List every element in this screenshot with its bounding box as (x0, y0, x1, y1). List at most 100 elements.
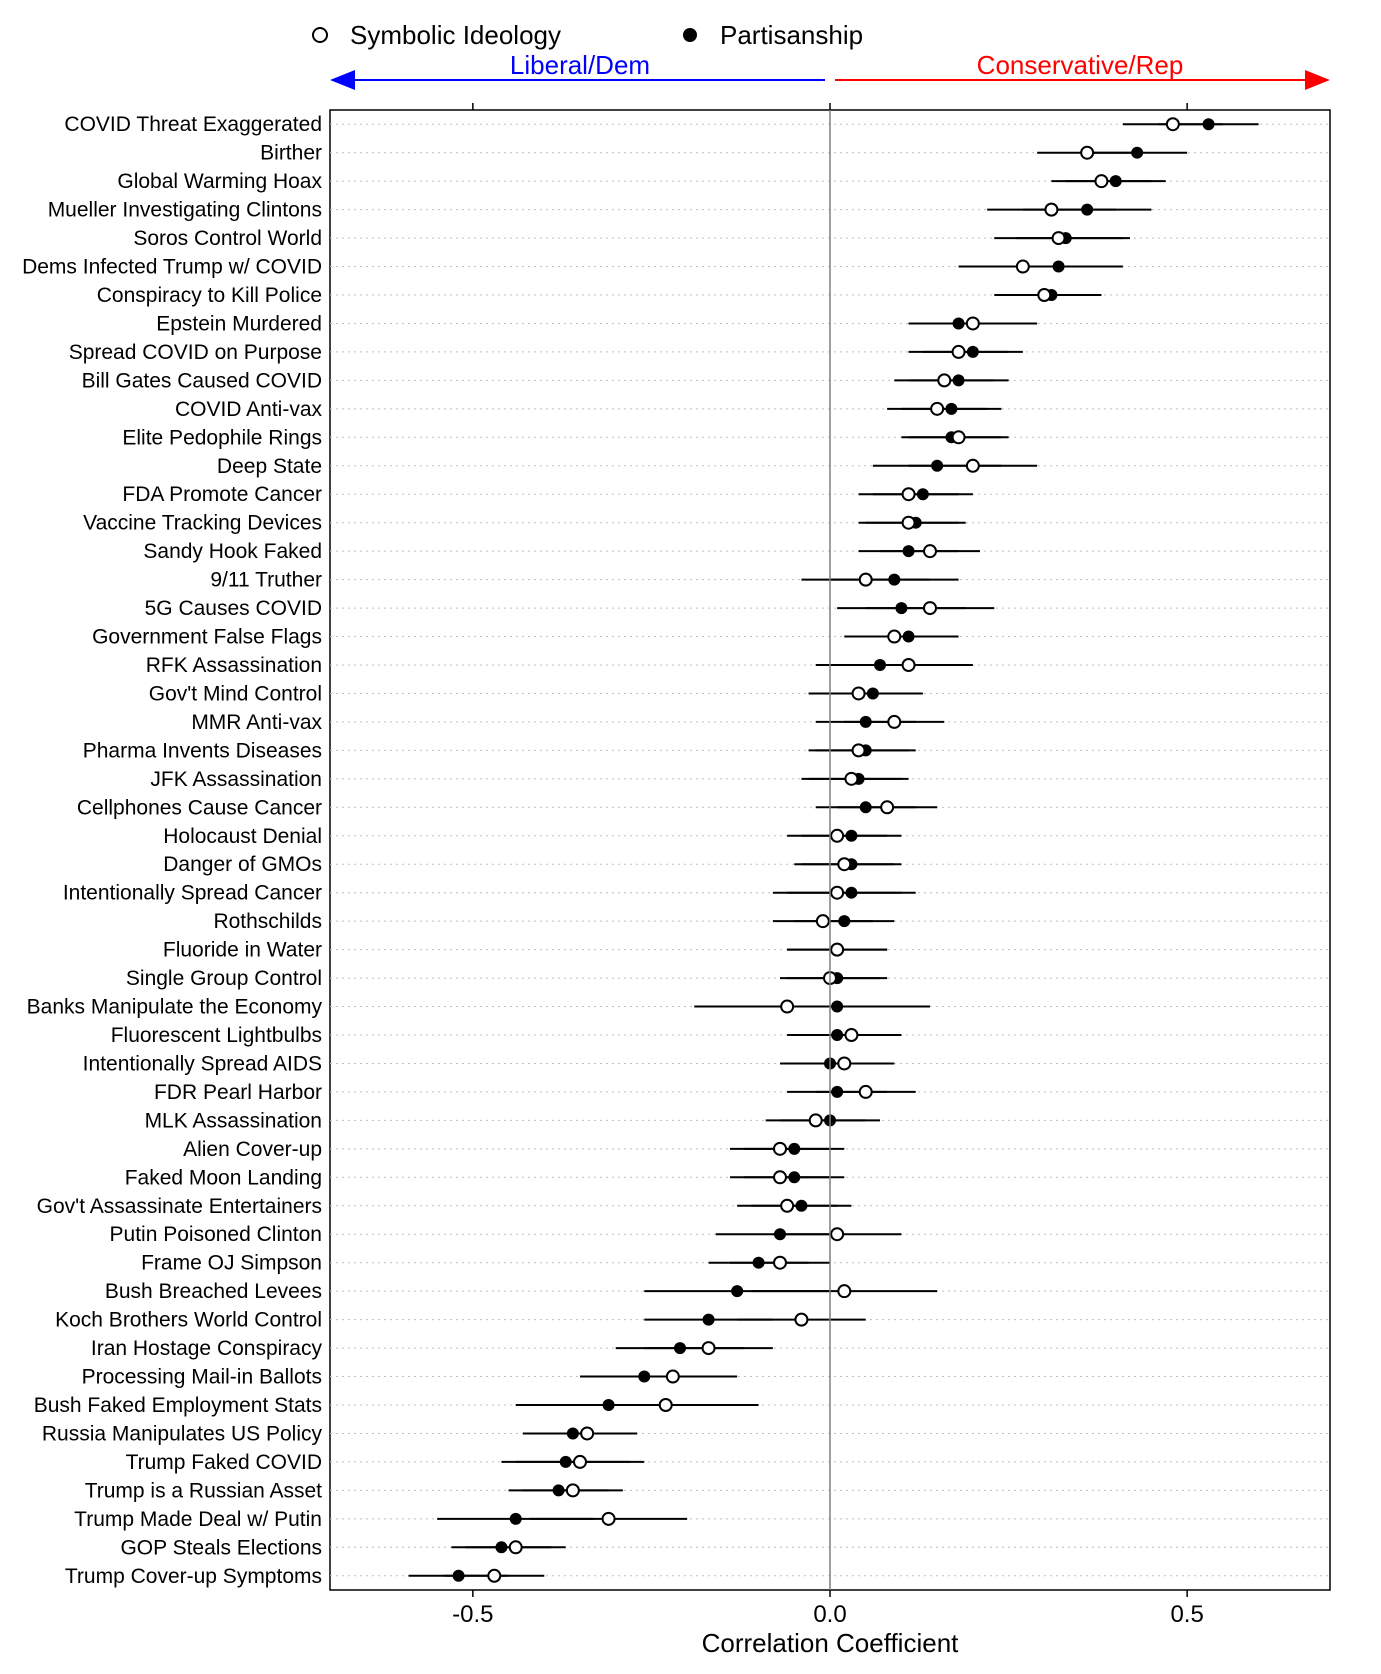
row-label: Trump Cover-up Symptoms (65, 1565, 322, 1588)
marker-ideology (1053, 232, 1065, 244)
dot-whisker-chart: Symbolic Ideology Partisanship Liberal/Dem… (20, 20, 1361, 1654)
arrow-right-head (1305, 70, 1330, 90)
marker-ideology (831, 1228, 843, 1240)
row-label: Vaccine Tracking Devices (83, 512, 322, 535)
row-label: Fluorescent Lightbulbs (111, 1024, 322, 1047)
marker-ideology (774, 1171, 786, 1183)
row-label: Epstein Murdered (156, 312, 322, 335)
marker-ideology (574, 1456, 586, 1468)
row-label: Putin Poisoned Clinton (110, 1223, 322, 1246)
marker-ideology (953, 431, 965, 443)
row-label: Fluoride in Water (163, 939, 322, 962)
row-label: Frame OJ Simpson (141, 1252, 322, 1275)
row-label: GOP Steals Elections (120, 1536, 322, 1559)
row-label: COVID Anti-vax (175, 398, 323, 421)
row-label: Banks Manipulate the Economy (27, 996, 323, 1019)
marker-ideology (781, 1001, 793, 1013)
marker-ideology (953, 346, 965, 358)
marker-ideology (845, 773, 857, 785)
marker-ideology (860, 1086, 872, 1098)
row-label: Trump Made Deal w/ Putin (74, 1508, 322, 1531)
row-label: Bush Breached Levees (105, 1280, 322, 1303)
marker-ideology (1095, 175, 1107, 187)
marker-ideology (903, 517, 915, 529)
legend: Symbolic Ideology Partisanship (313, 20, 863, 50)
row-label: MLK Assassination (145, 1109, 322, 1132)
marker-ideology (938, 374, 950, 386)
marker-ideology (567, 1484, 579, 1496)
marker-ideology (810, 1114, 822, 1126)
marker-ideology (845, 1029, 857, 1041)
row-label: Trump is a Russian Asset (85, 1479, 322, 1502)
marker-ideology (931, 403, 943, 415)
row-label: JFK Assassination (150, 768, 322, 791)
legend-open-marker (313, 28, 327, 42)
row-label: Bill Gates Caused COVID (82, 369, 322, 392)
marker-ideology (1017, 261, 1029, 273)
marker-ideology (1045, 204, 1057, 216)
row-label: Soros Control World (133, 227, 322, 250)
marker-ideology (831, 944, 843, 956)
legend-label-partisan: Partisanship (720, 20, 863, 50)
marker-ideology (903, 659, 915, 671)
marker-ideology (860, 574, 872, 586)
row-label: Cellphones Cause Cancer (77, 796, 322, 819)
row-label: Single Group Control (126, 967, 322, 990)
row-label: Intentionally Spread AIDS (83, 1052, 322, 1075)
row-label: Gov't Mind Control (149, 682, 322, 705)
marker-ideology (781, 1200, 793, 1212)
row-label: Iran Hostage Conspiracy (91, 1337, 323, 1360)
row-label: Processing Mail-in Ballots (82, 1366, 322, 1389)
row-label: Russia Manipulates US Policy (42, 1422, 323, 1445)
row-label: Faked Moon Landing (125, 1166, 322, 1189)
legend-solid-marker (683, 28, 697, 42)
row-label: Elite Pedophile Rings (122, 426, 322, 449)
marker-ideology (838, 1285, 850, 1297)
marker-ideology (838, 1057, 850, 1069)
marker-partisan (731, 1285, 743, 1297)
marker-partisan (703, 1314, 715, 1326)
marker-ideology (967, 317, 979, 329)
marker-ideology (831, 830, 843, 842)
marker-ideology (795, 1314, 807, 1326)
row-label: Sandy Hook Faked (143, 540, 322, 563)
direction-label-left: Liberal/Dem (510, 50, 650, 80)
marker-partisan (510, 1513, 522, 1525)
marker-ideology (838, 858, 850, 870)
tick-label: 0.5 (1170, 1601, 1203, 1628)
x-axis-label: Correlation Coefficient (702, 1628, 960, 1654)
row-label: Danger of GMOs (163, 853, 322, 876)
row-label: Koch Brothers World Control (55, 1309, 322, 1332)
row-label: FDA Promote Cancer (122, 483, 322, 506)
marker-ideology (1167, 118, 1179, 130)
row-label: 9/11 Truther (210, 569, 322, 592)
marker-ideology (667, 1371, 679, 1383)
row-label: Bush Faked Employment Stats (34, 1394, 322, 1417)
marker-ideology (881, 801, 893, 813)
legend-label-ideology: Symbolic Ideology (350, 20, 561, 50)
marker-ideology (510, 1541, 522, 1553)
row-label: COVID Threat Exaggerated (64, 113, 322, 136)
row-label: Holocaust Denial (163, 825, 322, 848)
row-label: Conspiracy to Kill Police (97, 284, 322, 307)
marker-ideology (817, 915, 829, 927)
row-label: Alien Cover-up (183, 1138, 322, 1161)
row-label: Intentionally Spread Cancer (63, 882, 322, 905)
marker-ideology (660, 1399, 672, 1411)
marker-ideology (581, 1427, 593, 1439)
marker-ideology (488, 1570, 500, 1582)
direction-label-right: Conservative/Rep (977, 50, 1184, 80)
row-label: Birther (260, 142, 322, 165)
marker-ideology (853, 744, 865, 756)
row-label: MMR Anti-vax (191, 711, 322, 734)
marker-ideology (924, 545, 936, 557)
marker-ideology (924, 602, 936, 614)
marker-ideology (774, 1143, 786, 1155)
row-label: Government False Flags (92, 626, 322, 649)
row-label: 5G Causes COVID (145, 597, 322, 620)
row-label: Deep State (217, 455, 322, 478)
marker-ideology (888, 631, 900, 643)
row-label: Global Warming Hoax (117, 170, 322, 193)
marker-ideology (774, 1257, 786, 1269)
row-label: Rothschilds (213, 910, 322, 933)
